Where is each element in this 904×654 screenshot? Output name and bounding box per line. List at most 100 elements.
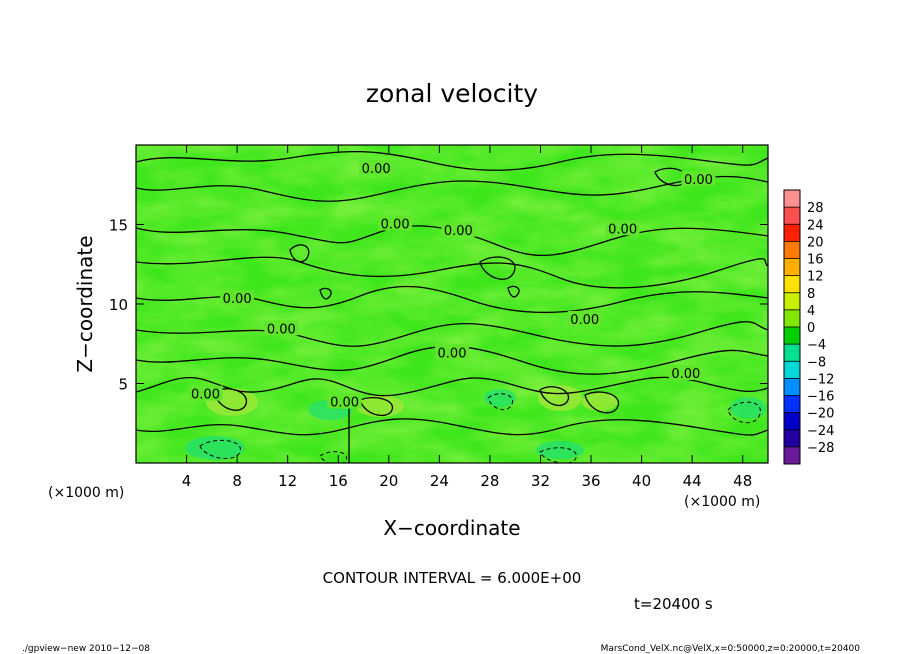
- x-axis: 4 8 12 16 20 24 28 32 36 40 44 48: [182, 145, 752, 490]
- y-tick-label: 15: [109, 217, 128, 235]
- y-tick-label: 5: [118, 376, 128, 394]
- contour-labels: 0.00 0.00 0.00 0.00 0.00 0.00 0.00 0.00 0.00 0.00…: [188, 159, 716, 411]
- contour-line: [479, 256, 516, 280]
- negative-contours: [199, 393, 761, 463]
- colorbar-swatch: [784, 224, 800, 242]
- x-tick-label: 20: [379, 472, 398, 490]
- x-tick-label: 32: [531, 472, 550, 490]
- cool-patch: [536, 441, 584, 459]
- x-tick-label: 44: [683, 472, 702, 490]
- colorbar-label: 4: [807, 304, 815, 319]
- cool-patches: [185, 389, 766, 460]
- colorbar: 28 24 20 16 12 8 4 0 −4 −8 −12 −16 −20 −24 −28: [783, 189, 834, 465]
- colorbar-label: 28: [807, 201, 824, 216]
- colorbar-label: 8: [807, 287, 815, 302]
- contour-label-bg: [359, 159, 394, 175]
- warm-patch: [538, 385, 582, 411]
- contour-label-bg: [327, 393, 362, 409]
- contour-label: 0.00: [444, 224, 473, 239]
- colorbar-label: −24: [807, 424, 834, 439]
- colorbar-label: −28: [807, 441, 834, 456]
- x-tick-label: 12: [278, 472, 297, 490]
- contour-label: 0.00: [608, 222, 637, 237]
- colorbar-swatch: [784, 190, 800, 208]
- contour-label: 0.00: [570, 313, 599, 328]
- colorbar-swatch: [784, 309, 800, 328]
- colorbar-label: 0: [807, 321, 815, 336]
- x-tick-label: 16: [329, 472, 348, 490]
- colorbar-swatch: [784, 344, 800, 362]
- x-tick-label: 28: [480, 472, 499, 490]
- x-tick-label: 48: [733, 472, 752, 490]
- y-unit-label: (×1000 m): [48, 485, 124, 501]
- colorbar-swatch: [784, 412, 800, 431]
- contour-line-negative: [727, 401, 761, 424]
- colorbar-swatch: [784, 207, 800, 225]
- contour-interval: CONTOUR INTERVAL = 6.000E+00: [323, 569, 582, 587]
- x-tick-label: 4: [182, 472, 192, 490]
- contour-lines: [136, 150, 768, 463]
- y-axis: 5 10 15: [109, 217, 768, 394]
- plot-area: 0.00 0.00 0.00 0.00 0.00 0.00 0.00 0.00 0.00 0.00…: [136, 145, 768, 463]
- contour-line: [584, 391, 619, 414]
- colorbar-swatch: [784, 395, 800, 413]
- colorbar-swatch: [784, 258, 800, 276]
- contour-line: [319, 287, 332, 300]
- cool-patch: [185, 436, 245, 460]
- contour-line: [136, 256, 768, 289]
- contour-line: [136, 321, 768, 347]
- contour-line: [136, 418, 768, 436]
- colorbar-label: −12: [807, 372, 834, 387]
- contour-label-bg: [435, 344, 469, 360]
- contour-label-bg: [668, 364, 703, 380]
- colorbar-swatch: [784, 327, 800, 345]
- colorbar-label: −20: [807, 407, 834, 422]
- cool-patch: [484, 389, 516, 407]
- contour-label: 0.00: [362, 162, 391, 177]
- colorbar-label: 20: [807, 235, 824, 250]
- colorbar-label: 24: [807, 218, 824, 233]
- time-label: t=20400 s: [634, 595, 713, 613]
- contour-label-bg: [220, 290, 255, 306]
- colorbar-label: −8: [807, 355, 826, 370]
- x-axis-label: X−coordinate: [383, 516, 520, 540]
- contour-label: 0.00: [684, 173, 713, 188]
- footer-right: MarsCond_VelX.nc@VelX,x=0:50000,z=0:2000…: [601, 644, 861, 654]
- colorbar-swatch: [784, 241, 800, 259]
- x-tick-label: 40: [632, 472, 651, 490]
- colorbar-swatch: [784, 429, 800, 448]
- contour-label: 0.00: [267, 322, 296, 337]
- y-tick-label: 10: [109, 296, 128, 314]
- x-tick-label: 24: [430, 472, 449, 490]
- contour-line-negative: [539, 447, 577, 463]
- colorbar-swatch: [784, 275, 800, 294]
- contour-label-bg: [188, 385, 223, 401]
- contour-line: [213, 388, 247, 411]
- cool-patch: [730, 397, 766, 419]
- chart-title: zonal velocity: [366, 79, 538, 108]
- contour-line: [289, 244, 310, 263]
- y-axis-label: Z−coordinate: [73, 235, 97, 372]
- contour-label: 0.00: [330, 396, 359, 411]
- contour-line: [507, 285, 520, 298]
- x-unit-label: (×1000 m): [684, 494, 760, 510]
- contour-label-bg: [441, 221, 476, 237]
- contour-label-bg: [378, 215, 413, 231]
- contour-label: 0.00: [438, 346, 467, 361]
- colorbar-swatch: [784, 378, 800, 396]
- contour-line: [539, 386, 570, 407]
- contour-line-negative: [199, 439, 241, 460]
- contour-label-bg: [264, 320, 299, 336]
- colorbar-label: −4: [807, 338, 826, 353]
- contour-label-bg: [605, 220, 640, 236]
- contour-label: 0.00: [671, 367, 700, 382]
- contour-label: 0.00: [223, 292, 252, 307]
- x-tick-label: 8: [232, 472, 242, 490]
- contour-label-bg: [567, 310, 602, 326]
- contour-label-bg: [681, 170, 716, 186]
- colorbar-label: 12: [807, 270, 824, 285]
- colorbar-swatch: [784, 292, 800, 311]
- contour-label: 0.00: [381, 218, 410, 233]
- contour-line-negative: [487, 393, 514, 411]
